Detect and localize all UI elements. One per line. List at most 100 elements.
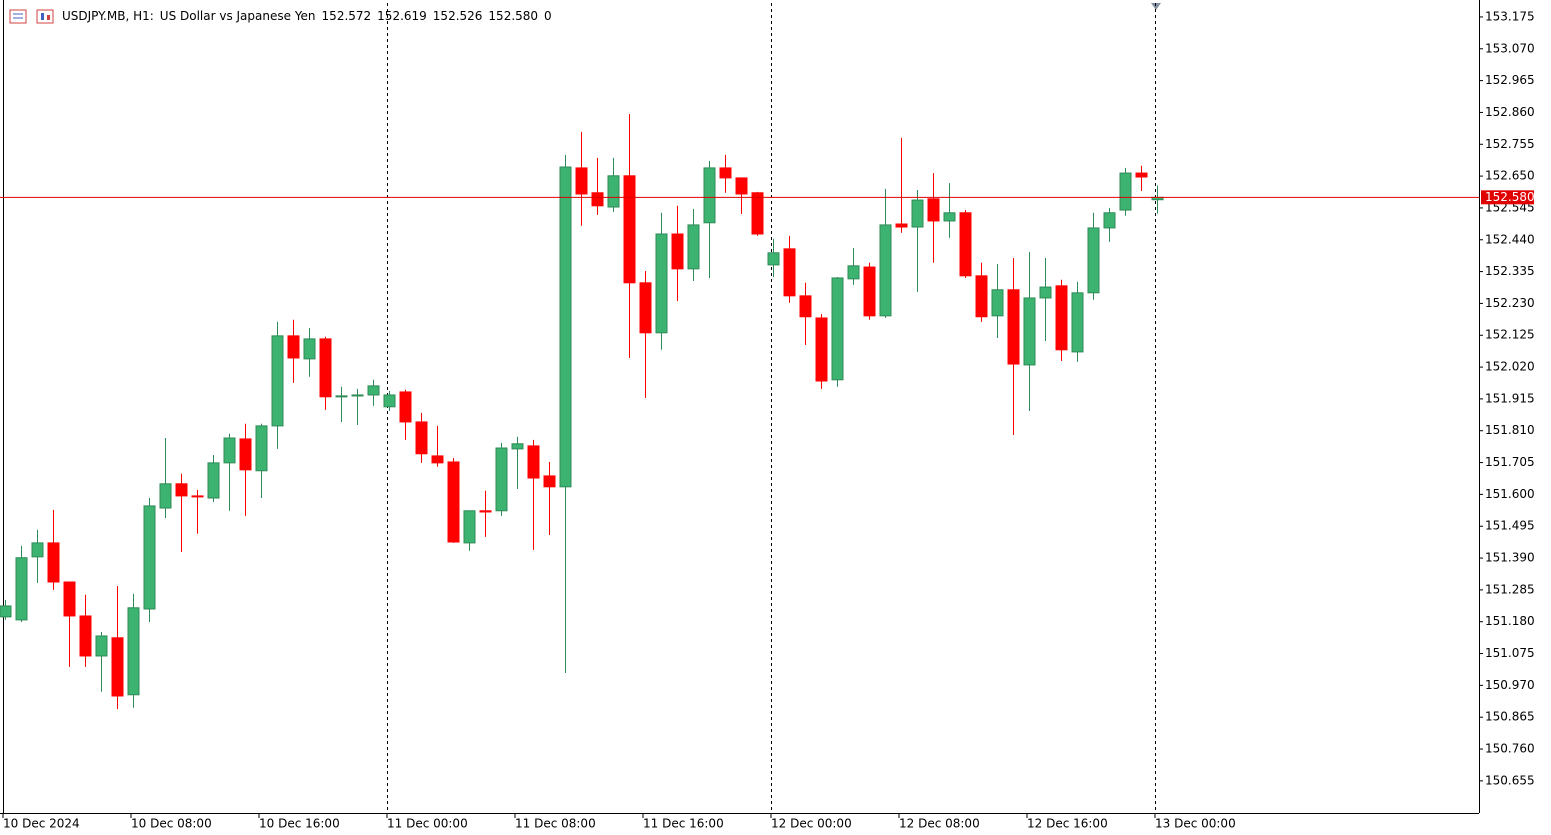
symbol: USDJPY.MB, H1:: [62, 9, 154, 23]
y-tick-label: 152.230: [1485, 296, 1535, 310]
candle-body: [79, 615, 92, 657]
y-tick-label: 151.705: [1485, 455, 1535, 469]
candle-body: [1087, 227, 1100, 294]
y-tick-label: 152.335: [1485, 264, 1535, 278]
candle-body: [287, 335, 300, 359]
y-tick-label: 152.755: [1485, 137, 1535, 151]
candle-body: [191, 495, 204, 498]
candle-body: [863, 266, 876, 317]
candle-body: [255, 425, 268, 472]
candle-body: [719, 167, 732, 179]
candle-body: [415, 421, 428, 455]
y-tick-label: 150.760: [1485, 742, 1535, 756]
candle-body: [63, 581, 76, 617]
candle-body: [767, 252, 780, 266]
candle-body: [223, 437, 236, 464]
y-tick-label: 151.915: [1485, 391, 1535, 405]
x-tick-label: 11 Dec 16:00: [643, 817, 724, 831]
x-tick-label: 12 Dec 00:00: [771, 817, 852, 831]
candle-body: [495, 447, 508, 512]
candle-body: [847, 265, 860, 280]
y-tick-label: 153.175: [1485, 9, 1535, 23]
ohlc-value: 152.619: [377, 9, 427, 23]
candle-body: [399, 391, 412, 423]
candle-body: [607, 175, 620, 208]
candle-body: [1135, 172, 1148, 178]
icon-menu[interactable]: [9, 9, 27, 24]
shift-marker[interactable]: [1151, 3, 1161, 10]
y-tick-label: 150.970: [1485, 678, 1535, 692]
x-tick-label: 12 Dec 16:00: [1027, 817, 1108, 831]
y-tick-label: 153.070: [1485, 41, 1535, 55]
candle-body: [543, 475, 556, 488]
candle-body: [175, 483, 188, 497]
y-tick-label: 151.810: [1485, 423, 1535, 437]
candle-body: [335, 395, 348, 398]
icon-bar: [41, 13, 44, 20]
candle-body: [1023, 297, 1036, 366]
candle-body: [655, 233, 668, 334]
ohlc-value: 152.572: [321, 9, 372, 23]
last-price-box: [1481, 190, 1534, 205]
candle-body: [671, 233, 684, 270]
y-tick-label: 152.860: [1485, 105, 1535, 119]
y-tick-label: 152.965: [1485, 73, 1535, 87]
candle-body: [479, 510, 492, 513]
candle-body: [351, 394, 364, 397]
candle-body: [623, 175, 636, 284]
candle-body: [447, 461, 460, 543]
candle-body: [143, 505, 156, 610]
candle-body: [319, 338, 332, 398]
x-tick-label: 10 Dec 2024: [3, 817, 80, 831]
candle-body: [463, 510, 476, 544]
candle-body: [15, 557, 28, 621]
volume: 0: [544, 9, 552, 23]
candle-body: [431, 455, 444, 464]
candle-body: [879, 224, 892, 317]
candle-body: [527, 445, 540, 479]
y-tick-label: 151.600: [1485, 487, 1535, 501]
x-tick-label: 11 Dec 08:00: [515, 817, 596, 831]
candle-body: [511, 443, 524, 450]
candle-body: [111, 637, 124, 697]
candle-body: [1039, 286, 1052, 299]
candle-body: [0, 605, 12, 618]
candle-body: [959, 212, 972, 277]
candle-body: [591, 192, 604, 207]
x-tick-label: 13 Dec 00:00: [1155, 817, 1236, 831]
candle-body: [799, 295, 812, 318]
candle-body: [751, 192, 764, 235]
candle-body: [95, 635, 108, 657]
candle-body: [1119, 172, 1132, 211]
icon-bar: [47, 15, 50, 20]
ohlc-value: 152.580: [488, 9, 539, 23]
candle-body: [31, 542, 44, 558]
candle-body: [159, 483, 172, 509]
y-tick-label: 151.495: [1485, 519, 1535, 533]
y-tick-label: 151.390: [1485, 551, 1535, 565]
candle-body: [47, 542, 60, 583]
y-tick-label: 150.865: [1485, 710, 1535, 724]
icon-chart[interactable]: [36, 9, 54, 24]
candle-body: [383, 394, 396, 408]
last-price-label: 152.580: [1485, 190, 1535, 204]
chart-header: USDJPY.MB, H1: US Dollar vs Japanese Yen 1…: [62, 9, 558, 23]
y-tick-label: 151.075: [1485, 646, 1535, 660]
candle-body: [239, 438, 252, 471]
candle-body: [911, 199, 924, 228]
candle-body: [303, 338, 316, 360]
y-tick-label: 151.180: [1485, 614, 1535, 628]
candle-body: [1055, 285, 1068, 351]
candle-body: [575, 167, 588, 195]
ohlc-value: 152.526: [432, 9, 483, 23]
candle-body: [1007, 289, 1020, 365]
candle-body: [271, 335, 284, 427]
candle-body: [703, 167, 716, 224]
candle-body: [735, 177, 748, 195]
candle-body: [127, 607, 140, 696]
candle-body: [991, 289, 1004, 317]
y-tick-label: 152.440: [1485, 232, 1535, 246]
description: US Dollar vs Japanese Yen: [159, 9, 316, 23]
